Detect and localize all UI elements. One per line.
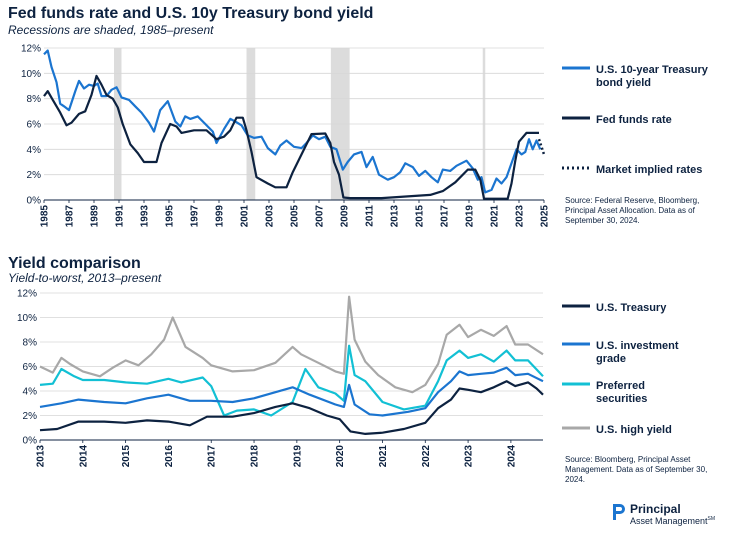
chart2-plot: 0% 2% 4% 6% 8% 10% 12% 2013 2014 2015 2016 2017 2018…	[17, 289, 544, 468]
y-tick-label: 2%	[27, 170, 42, 181]
logo-sub: Asset ManagementSM	[630, 516, 715, 526]
legend-swatch-solid	[562, 116, 590, 120]
x-tick-label: 2021	[490, 205, 501, 228]
y-tick-label: 2%	[23, 411, 38, 422]
x-tick-label: 1987	[65, 205, 76, 228]
x-tick-label: 2024	[506, 445, 517, 468]
x-tick-label: 1993	[140, 205, 151, 228]
legend-swatch-solid	[562, 66, 590, 70]
y-tick-label: 10%	[21, 69, 41, 80]
x-tick-label: 2009	[340, 205, 351, 228]
x-tick-label: 2022	[421, 445, 432, 468]
legend-label: Market implied rates	[596, 164, 703, 176]
series-line	[39, 380, 544, 435]
chart1-source: Source: Federal Reserve, Bloomberg, Prin…	[565, 196, 700, 225]
legend-swatch-solid	[562, 382, 590, 386]
series-line	[43, 49, 542, 194]
x-tick-label: 2003	[265, 205, 276, 228]
y-tick-label: 12%	[17, 289, 37, 300]
x-tick-label: 2018	[250, 445, 261, 468]
x-tick-label: 2020	[335, 445, 346, 468]
x-tick-label: 2011	[365, 205, 376, 227]
y-tick-label: 4%	[27, 145, 42, 156]
x-tick-label: 2015	[415, 205, 426, 228]
x-tick-label: 1989	[90, 205, 101, 228]
chart2-title: Yield comparison	[8, 255, 141, 272]
chart2-subtitle: Yield-to-worst, 2013–present	[8, 271, 162, 285]
chart1-plot: 0% 2% 4% 6% 8% 10% 12% 1985 1987 1989 1991 1993 1995…	[21, 44, 551, 228]
principal-logo-mark-icon	[613, 504, 625, 520]
y-tick-label: 6%	[23, 362, 38, 373]
legend-item-preferred: Preferred securities	[562, 380, 722, 406]
chart2-source: Source: Bloomberg, Principal Asset Manag…	[565, 455, 708, 484]
x-tick-label: 2013	[390, 205, 401, 228]
x-tick-label: 2014	[78, 445, 89, 468]
legend-item-investment-grade: U.S. investment grade	[562, 340, 722, 366]
principal-logo: Principal Asset ManagementSM	[610, 500, 725, 530]
legend-item-10y-treasury: U.S. 10-year Treasury bond yield	[562, 64, 722, 90]
y-tick-label: 12%	[21, 44, 41, 55]
series-line	[43, 74, 539, 200]
legend-item-market-implied: Market implied rates	[562, 164, 722, 177]
x-tick-label: 2016	[164, 445, 175, 468]
chart1-subtitle: Recessions are shaded, 1985–present	[8, 23, 214, 37]
legend-label: U.S. investment grade	[596, 340, 679, 365]
chart1-title: Fed funds rate and U.S. 10y Treasury bon…	[8, 5, 374, 22]
logo-sub-text: Asset Management	[630, 516, 708, 526]
y-tick-label: 0%	[23, 436, 38, 447]
x-tick-label: 2001	[240, 205, 251, 228]
logo-name: Principal	[630, 502, 681, 516]
x-tick-label: 1985	[40, 205, 51, 228]
x-tick-label: 2025	[540, 205, 551, 228]
x-tick-label: 2019	[292, 445, 303, 468]
x-tick-label: 2017	[207, 445, 218, 468]
x-tick-label: 2019	[465, 205, 476, 228]
series-line	[39, 295, 544, 394]
legend-label: Preferred securities	[596, 380, 648, 405]
legend-item-high-yield: U.S. high yield	[562, 424, 722, 437]
x-tick-label: 2005	[290, 205, 301, 228]
x-tick-label: 2015	[121, 445, 132, 468]
x-tick-label: 2017	[440, 205, 451, 228]
x-tick-label: 1997	[190, 205, 201, 228]
x-tick-label: 2013	[36, 445, 47, 468]
x-tick-label: 2023	[464, 445, 475, 468]
legend-item-treasury: U.S. Treasury	[562, 302, 722, 315]
legend-item-fed-funds: Fed funds rate	[562, 114, 722, 127]
y-tick-label: 0%	[27, 196, 42, 207]
y-tick-label: 4%	[23, 387, 38, 398]
legend-label: Fed funds rate	[596, 114, 672, 126]
x-tick-label: 2023	[515, 205, 526, 228]
legend-swatch-dotted	[562, 166, 590, 170]
series-line	[39, 366, 544, 417]
legend-label: U.S. 10-year Treasury bond yield	[596, 64, 708, 89]
series-line	[39, 344, 544, 417]
y-tick-label: 8%	[27, 94, 42, 105]
legend-label: U.S. Treasury	[596, 302, 667, 314]
x-tick-label: 1995	[165, 205, 176, 228]
legend-swatch-solid	[562, 304, 590, 308]
x-tick-label: 2007	[315, 205, 326, 228]
legend-label: U.S. high yield	[596, 424, 672, 436]
x-tick-label: 1991	[115, 205, 126, 228]
x-tick-label: 1999	[215, 205, 226, 228]
legend-swatch-solid	[562, 342, 590, 346]
logo-mark-sm: SM	[707, 516, 716, 522]
x-tick-label: 2021	[378, 445, 389, 468]
y-tick-label: 6%	[27, 120, 42, 131]
y-tick-label: 8%	[23, 338, 38, 349]
y-tick-label: 10%	[17, 313, 37, 324]
legend-swatch-solid	[562, 426, 590, 430]
